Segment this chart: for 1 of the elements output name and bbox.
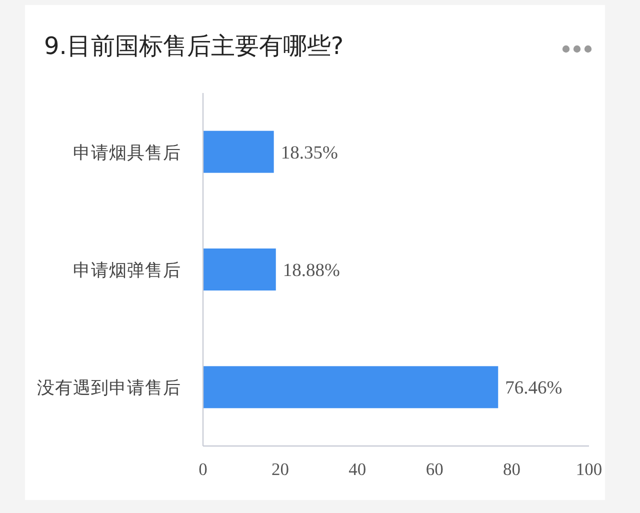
title: 9.目前国标售后主要有哪些?	[44, 32, 344, 60]
